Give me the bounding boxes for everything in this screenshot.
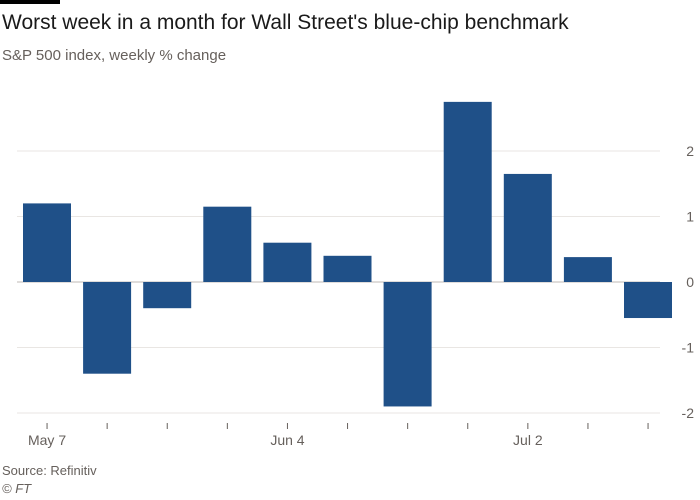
axis-layer: 2 1 0 -1 -2 May 7 Jun 4 Jul 2 [28, 143, 694, 448]
x-tick-label: May 7 [28, 432, 66, 448]
bar-jun-25 [443, 101, 492, 282]
bar-chart: 2 1 0 -1 -2 May 7 Jun 4 Jul 2 [17, 101, 694, 448]
bar-may-21 [143, 282, 192, 309]
y-tick-label: -2 [682, 405, 695, 421]
bar-jun-11 [323, 255, 372, 282]
bar-jun-18 [383, 282, 432, 407]
bar-may-28 [203, 206, 252, 282]
y-tick-label: 0 [686, 274, 694, 290]
bar-may-7 [23, 203, 71, 282]
credit-note: © FT [2, 481, 32, 496]
source-note: Source: Refinitiv [2, 463, 97, 478]
bar-jul-9 [563, 257, 612, 282]
y-tick-label: 2 [686, 143, 694, 159]
bar-jul-16 [624, 282, 672, 319]
bar-jun-4 [263, 242, 312, 282]
x-tick-label: Jul 2 [513, 432, 543, 448]
y-tick-label: -1 [682, 340, 695, 356]
chart-title: Worst week in a month for Wall Street's … [2, 11, 569, 34]
bar-jul-2 [503, 173, 552, 282]
y-tick-label: 1 [686, 209, 694, 225]
chart-subtitle: S&P 500 index, weekly % change [2, 47, 227, 64]
header-rule [0, 0, 60, 4]
bar-may-14 [83, 282, 132, 374]
x-tick-label: Jun 4 [270, 432, 304, 448]
bar-layer [23, 101, 672, 407]
